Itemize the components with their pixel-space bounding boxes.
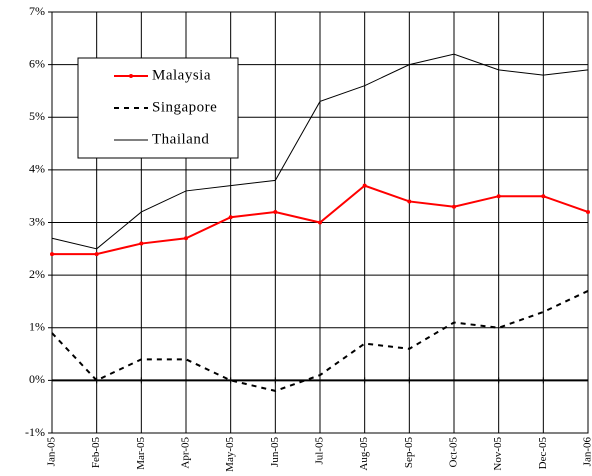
x-tick-label: Feb-05: [90, 437, 102, 469]
y-tick-label: 7%: [29, 4, 45, 18]
x-tick-label: Aug-05: [358, 437, 370, 471]
legend-label: Thailand: [152, 131, 209, 147]
y-tick-label: 6%: [29, 56, 45, 70]
legend-box: [77, 57, 239, 159]
series-marker: [94, 252, 99, 257]
y-tick-label: 2%: [29, 267, 45, 281]
x-tick-label: Sep-05: [403, 437, 415, 469]
x-tick-label: Jun-05: [269, 437, 281, 467]
legend: Malaysia Singapore Thailand: [77, 57, 239, 159]
series-marker: [541, 194, 546, 199]
x-tick-label: Jan-05: [46, 437, 58, 467]
plot-border: [51, 11, 589, 434]
y-tick-label: -1%: [25, 425, 45, 439]
series-line: [51, 290, 589, 392]
x-tick-label: Oct-05: [448, 437, 460, 468]
series-marker: [50, 252, 54, 257]
x-tick-label: Jul-05: [314, 437, 326, 465]
y-tick-label: 4%: [29, 162, 45, 176]
series-marker: [139, 241, 144, 246]
y-tick-label: 5%: [29, 109, 45, 123]
y-tick-label: 3%: [29, 214, 45, 228]
series-marker: [273, 209, 278, 214]
x-tick-label: May-05: [224, 437, 236, 472]
series-marker: [407, 199, 412, 204]
series-line: [51, 53, 589, 250]
series-marker: [452, 204, 456, 209]
legend-marker: [129, 74, 133, 78]
series-marker: [586, 209, 590, 214]
x-tick-label: Jan-06: [582, 437, 592, 467]
x-tick-label: Apr-05: [180, 437, 192, 469]
series-marker: [362, 183, 367, 188]
x-tick-label: Nov-05: [492, 437, 504, 471]
y-tick-label: 1%: [29, 320, 45, 334]
legend-label: Malaysia: [152, 67, 211, 83]
series-marker: [496, 194, 501, 199]
x-tick-label: Dec-05: [537, 437, 549, 470]
series-marker: [228, 215, 233, 220]
x-tick-label: Mar-05: [135, 437, 147, 470]
y-tick-label: 0%: [29, 372, 45, 386]
series-marker: [318, 220, 322, 225]
series-marker: [184, 236, 188, 241]
legend-label: Singapore: [152, 99, 217, 115]
